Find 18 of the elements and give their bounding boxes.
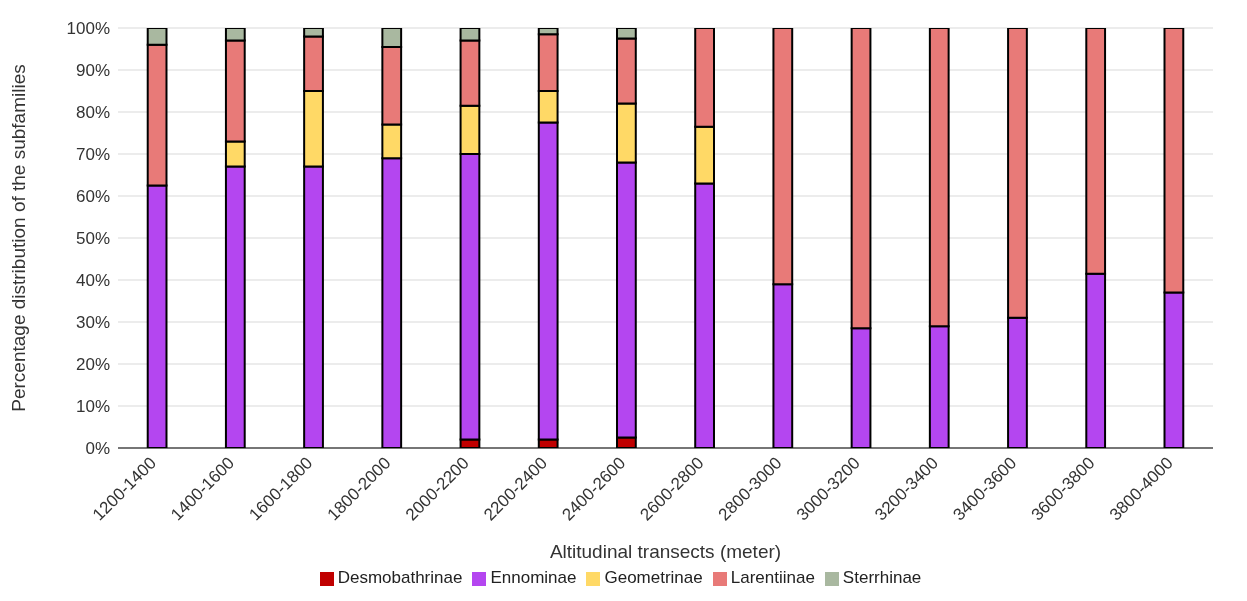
y-tick-label: 50%: [75, 229, 110, 249]
y-tick-label: 100%: [66, 19, 110, 39]
y-tick-label: 60%: [75, 187, 110, 207]
legend-label: Geometrinae: [604, 568, 703, 587]
legend-label: Desmobathrinae: [337, 568, 463, 587]
x-axis-title: Altitudinal transects (meter): [549, 541, 782, 562]
y-tick-label: 80%: [75, 103, 110, 123]
y-tick-label: 70%: [75, 145, 110, 165]
y-tick-label: 90%: [75, 61, 110, 81]
y-tick-label: 10%: [75, 397, 110, 417]
y-tick-label: 30%: [75, 313, 110, 333]
y-tick-label: 40%: [75, 271, 110, 291]
legend-label: Ennominae: [490, 568, 577, 587]
y-tick-label: 0%: [85, 439, 110, 459]
legend-label: Larentiinae: [730, 568, 815, 587]
legend-label: Sterrhinae: [842, 568, 922, 587]
y-axis-title: Percentage distribution of the subfamilies: [7, 64, 29, 412]
y-tick-label: 20%: [75, 355, 110, 375]
